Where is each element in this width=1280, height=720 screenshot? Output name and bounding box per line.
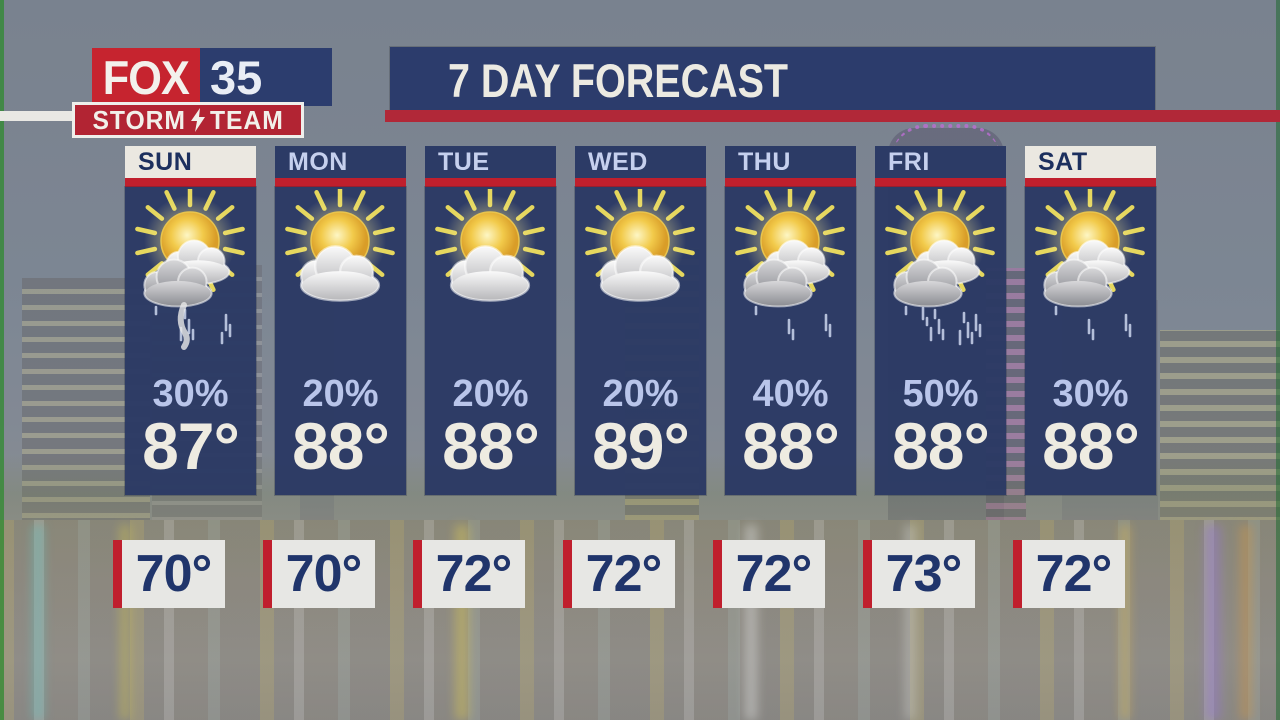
storm-team-badge: STORM TEAM xyxy=(72,102,304,138)
header-red-bar xyxy=(575,178,706,187)
day-name-header: THU xyxy=(725,146,856,178)
day-panel: 20% 88° 70° xyxy=(263,184,406,608)
sun-cloud-icon xyxy=(278,184,403,374)
header-red-bar xyxy=(725,178,856,187)
storm-label: STORM xyxy=(92,104,186,135)
banner-red-stripe xyxy=(385,110,1280,122)
team-label: TEAM xyxy=(210,104,285,135)
low-temp-box: 73° xyxy=(863,540,975,608)
day-panel: 50% 88° 73° xyxy=(863,184,1006,608)
day-panel: 30% 87° 70° xyxy=(113,184,256,608)
fox-logo-box: FOX xyxy=(92,48,200,106)
forecast-day-column: THU 40% 88° 72° xyxy=(713,146,856,608)
forecast-day-column: SAT 30% 88° 72° xyxy=(1013,146,1156,608)
high-temp: 88° xyxy=(1042,409,1140,483)
day-label: THU xyxy=(738,147,791,176)
forecast-day-column: WED 20% 89° 72° xyxy=(563,146,706,608)
precip-chance: 20% xyxy=(602,373,679,415)
low-temp: 70° xyxy=(135,545,213,603)
low-temp: 72° xyxy=(735,545,813,603)
day-label: SAT xyxy=(1038,147,1088,176)
day-panel: 40% 88° 72° xyxy=(713,184,856,608)
channel-number: 35 xyxy=(210,50,263,104)
sun-cloud-icon xyxy=(428,184,553,374)
low-temp: 70° xyxy=(285,545,363,603)
sun-cloud-icon xyxy=(578,184,703,374)
channel-number-box: 35 xyxy=(200,48,332,106)
header-red-bar xyxy=(875,178,1006,187)
forecast-day-column: SUN 30% 87° 70° xyxy=(113,146,256,608)
precip-chance: 30% xyxy=(1052,373,1129,415)
low-temp-box: 72° xyxy=(563,540,675,608)
day-name-header: MON xyxy=(275,146,406,178)
day-name-header: WED xyxy=(575,146,706,178)
day-name-header: FRI xyxy=(875,146,1006,178)
low-temp-box: 72° xyxy=(1013,540,1125,608)
sun-clouds-rain-icon xyxy=(1028,184,1153,374)
day-name-header: SAT xyxy=(1025,146,1156,178)
low-temp: 72° xyxy=(1035,545,1113,603)
forecast-day-column: MON 20% 88° 70° xyxy=(263,146,406,608)
sun-clouds-rain-icon xyxy=(728,184,853,374)
right-edge-artifact xyxy=(1276,0,1280,720)
header-red-bar xyxy=(1025,178,1156,187)
forecast-columns: SUN 30% 87° 70° MON 20% 88° xyxy=(113,146,1175,608)
high-temp: 88° xyxy=(892,409,990,483)
low-temp: 73° xyxy=(885,545,963,603)
sun-clouds-rain-icon xyxy=(128,184,253,374)
low-temp-box: 72° xyxy=(413,540,525,608)
lightning-bolt-icon xyxy=(191,108,206,132)
page-title: 7 DAY FORECAST xyxy=(448,54,789,107)
banner-white-stripe xyxy=(0,111,75,121)
day-name-header: TUE xyxy=(425,146,556,178)
low-temp: 72° xyxy=(435,545,513,603)
high-temp: 89° xyxy=(592,409,690,483)
day-label: MON xyxy=(288,147,348,176)
day-panel: 30% 88° 72° xyxy=(1013,184,1156,608)
day-panel: 20% 88° 72° xyxy=(413,184,556,608)
day-label: SUN xyxy=(138,147,193,176)
fox-wordmark: FOX xyxy=(102,50,190,104)
precip-chance: 30% xyxy=(152,373,229,415)
low-temp-box: 70° xyxy=(113,540,225,608)
header-red-bar xyxy=(425,178,556,187)
forecast-day-column: TUE 20% 88° 72° xyxy=(413,146,556,608)
precip-chance: 20% xyxy=(452,373,529,415)
precip-chance: 50% xyxy=(902,373,979,415)
high-temp: 88° xyxy=(292,409,390,483)
day-label: TUE xyxy=(438,147,490,176)
title-bar: 7 DAY FORECAST xyxy=(390,47,1155,110)
sun-clouds-rain-icon xyxy=(878,184,1003,374)
high-temp: 87° xyxy=(142,409,240,483)
low-temp-box: 70° xyxy=(263,540,375,608)
header-red-bar xyxy=(275,178,406,187)
low-temp: 72° xyxy=(585,545,663,603)
high-temp: 88° xyxy=(742,409,840,483)
left-edge-artifact xyxy=(0,0,4,720)
precip-chance: 20% xyxy=(302,373,379,415)
day-panel: 20% 89° 72° xyxy=(563,184,706,608)
header-red-bar xyxy=(125,178,256,187)
day-label: FRI xyxy=(888,147,930,176)
forecast-day-column: FRI 50% 88° 73° xyxy=(863,146,1006,608)
day-name-header: SUN xyxy=(125,146,256,178)
low-temp-box: 72° xyxy=(713,540,825,608)
high-temp: 88° xyxy=(442,409,540,483)
day-label: WED xyxy=(588,147,648,176)
precip-chance: 40% xyxy=(752,373,829,415)
